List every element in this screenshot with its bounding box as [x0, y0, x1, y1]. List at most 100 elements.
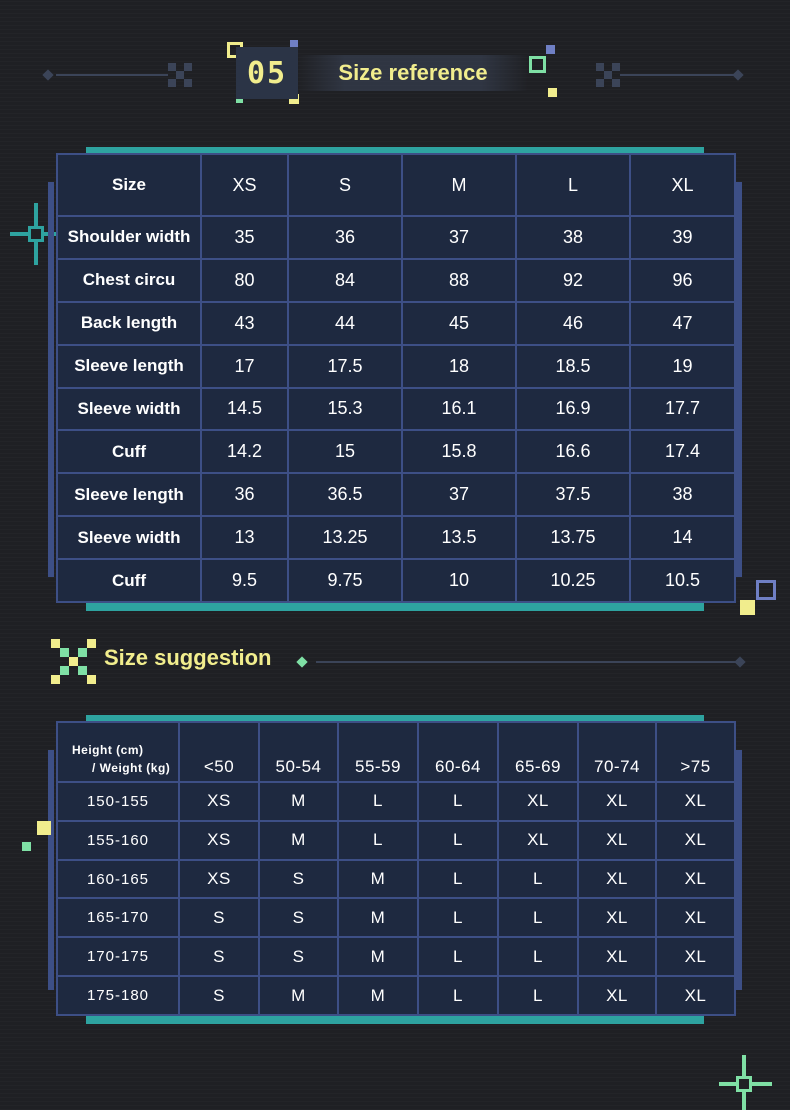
table-cell: XL: [655, 819, 736, 861]
header-cell: S: [287, 153, 403, 217]
header-cell: 70-74: [577, 721, 657, 783]
table-cell: M: [258, 819, 339, 861]
table-cell: L: [497, 858, 579, 900]
row-label: 175-180: [56, 975, 180, 1016]
green-diamond-icon: [296, 656, 308, 668]
table-cell: XL: [497, 819, 579, 861]
row-label: Cuff: [56, 558, 202, 603]
table-row: 160-165 XS S M L L XL XL: [56, 858, 736, 900]
table2-top-bar: [86, 715, 704, 723]
green-pixel-icon-2: [22, 842, 31, 851]
table-row: Cuff 9.5 9.75 10 10.25 10.5: [56, 558, 736, 603]
table-cell: 43: [200, 300, 289, 346]
table-cell: XL: [577, 897, 657, 939]
table-cell: 47: [629, 300, 736, 346]
table-cell: XL: [655, 781, 736, 822]
table-cell: L: [417, 819, 499, 861]
table-cell: 80: [200, 257, 289, 303]
table-row: Back length 43 44 45 46 47: [56, 300, 736, 346]
header-cell: L: [515, 153, 631, 217]
yellow-pixel-icon: [289, 94, 299, 104]
table-cell: 9.75: [287, 558, 403, 603]
blue-square-icon: [756, 580, 776, 600]
table-row: 170-175 S S M L L XL XL: [56, 936, 736, 978]
table-header-row: Height (cm) / Weight (kg) <50 50-54 55-5…: [56, 721, 736, 783]
row-label: Sleeve width: [56, 515, 202, 560]
table-cell: S: [178, 936, 260, 978]
weight-label: / Weight (kg): [92, 761, 171, 775]
header-right-diamond: [732, 69, 744, 81]
size-suggestion-table: Height (cm) / Weight (kg) <50 50-54 55-5…: [56, 721, 736, 1016]
section-number-badge: 05: [236, 47, 298, 99]
table-cell: 37.5: [515, 472, 631, 518]
height-label: Height (cm): [72, 743, 144, 757]
table-row: Cuff 14.2 15 15.8 16.6 17.4: [56, 429, 736, 475]
table-cell: L: [497, 975, 579, 1016]
table-cell: 84: [287, 257, 403, 303]
table-cell: 36: [287, 215, 403, 260]
table-cell: M: [258, 975, 339, 1016]
table-cell: S: [258, 858, 339, 900]
table-cell: XL: [655, 936, 736, 978]
row-label: Shoulder width: [56, 215, 202, 260]
table-cell: L: [417, 897, 499, 939]
section-number: 05: [246, 55, 288, 91]
table-cell: M: [337, 858, 419, 900]
table-cell: 38: [629, 472, 736, 518]
table-cell: L: [337, 819, 419, 861]
table-cell: 46: [515, 300, 631, 346]
table-cell: 13.5: [401, 515, 517, 560]
table-cell: 15: [287, 429, 403, 475]
yellow-pixel-icon-3: [740, 600, 755, 615]
table-cell: 37: [401, 215, 517, 260]
table-cell: XL: [497, 781, 579, 822]
section-line-diamond: [734, 656, 746, 668]
table-cell: 10.25: [515, 558, 631, 603]
table-cell: 96: [629, 257, 736, 303]
table-cell: XL: [577, 936, 657, 978]
blue-pixel-icon-2: [546, 45, 555, 54]
table-cell: 17.5: [287, 343, 403, 389]
table-cell: XL: [655, 858, 736, 900]
header-cell: XL: [629, 153, 736, 217]
table-row: Chest circu 80 84 88 92 96: [56, 257, 736, 303]
table-row: Sleeve width 13 13.25 13.5 13.75 14: [56, 515, 736, 560]
section-line: [316, 661, 736, 663]
table-cell: S: [178, 975, 260, 1016]
yellow-pixel-icon-2: [548, 88, 557, 97]
row-label: 150-155: [56, 781, 180, 822]
table-cell: 39: [629, 215, 736, 260]
table-cell: S: [258, 936, 339, 978]
table-cell: L: [417, 858, 499, 900]
table1-top-bar: [86, 147, 704, 155]
table-cell: XL: [577, 975, 657, 1016]
table-cell: 17.4: [629, 429, 736, 475]
table-cell: L: [497, 936, 579, 978]
table-row: Sleeve width 14.5 15.3 16.1 16.9 17.7: [56, 386, 736, 432]
header-cell: XS: [200, 153, 289, 217]
table-header-row: Size XS S M L XL: [56, 153, 736, 217]
table-cell: 19: [629, 343, 736, 389]
green-pixel-icon: [236, 96, 243, 103]
table-cell: XL: [655, 897, 736, 939]
table-cell: L: [417, 975, 499, 1016]
header-cell: 55-59: [337, 721, 419, 783]
size-reference-table: Size XS S M L XL Shoulder width 35 36 37…: [56, 153, 736, 603]
table-cell: L: [497, 897, 579, 939]
table-cell: 38: [515, 215, 631, 260]
row-label: 170-175: [56, 936, 180, 978]
table-row: Sleeve length 17 17.5 18 18.5 19: [56, 343, 736, 389]
table-cell: S: [178, 897, 260, 939]
row-label: 155-160: [56, 819, 180, 861]
table-cell: L: [337, 781, 419, 822]
table-cell: M: [337, 975, 419, 1016]
table-cell: M: [337, 897, 419, 939]
table-cell: XL: [577, 781, 657, 822]
table-cell: XS: [178, 858, 260, 900]
table2-bottom-bar: [86, 1016, 704, 1024]
table-cell: 36: [200, 472, 289, 518]
table-cell: 17.7: [629, 386, 736, 432]
row-label: Sleeve length: [56, 343, 202, 389]
table-cell: 16.6: [515, 429, 631, 475]
row-label: 160-165: [56, 858, 180, 900]
